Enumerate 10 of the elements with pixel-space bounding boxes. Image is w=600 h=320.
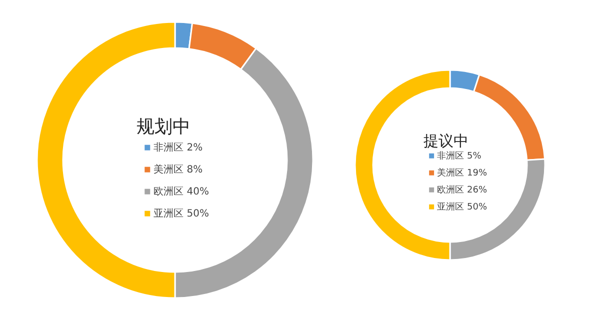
text: 提议中 <box>423 132 468 150</box>
legend-label: 亚洲区 50% <box>154 207 210 220</box>
legend-label: 美洲区 19% <box>437 167 488 178</box>
legend-label: 非洲区 5% <box>437 150 482 162</box>
legend-label: 美洲区 8% <box>154 163 203 176</box>
legend-label: 非洲区 2% <box>154 141 203 154</box>
text: 规划中 <box>136 116 190 138</box>
legend-label: 欧洲区 26% <box>437 184 488 196</box>
legend-label: 亚洲区 50% <box>437 201 488 212</box>
legend-label: 欧洲区 40% <box>154 185 210 198</box>
